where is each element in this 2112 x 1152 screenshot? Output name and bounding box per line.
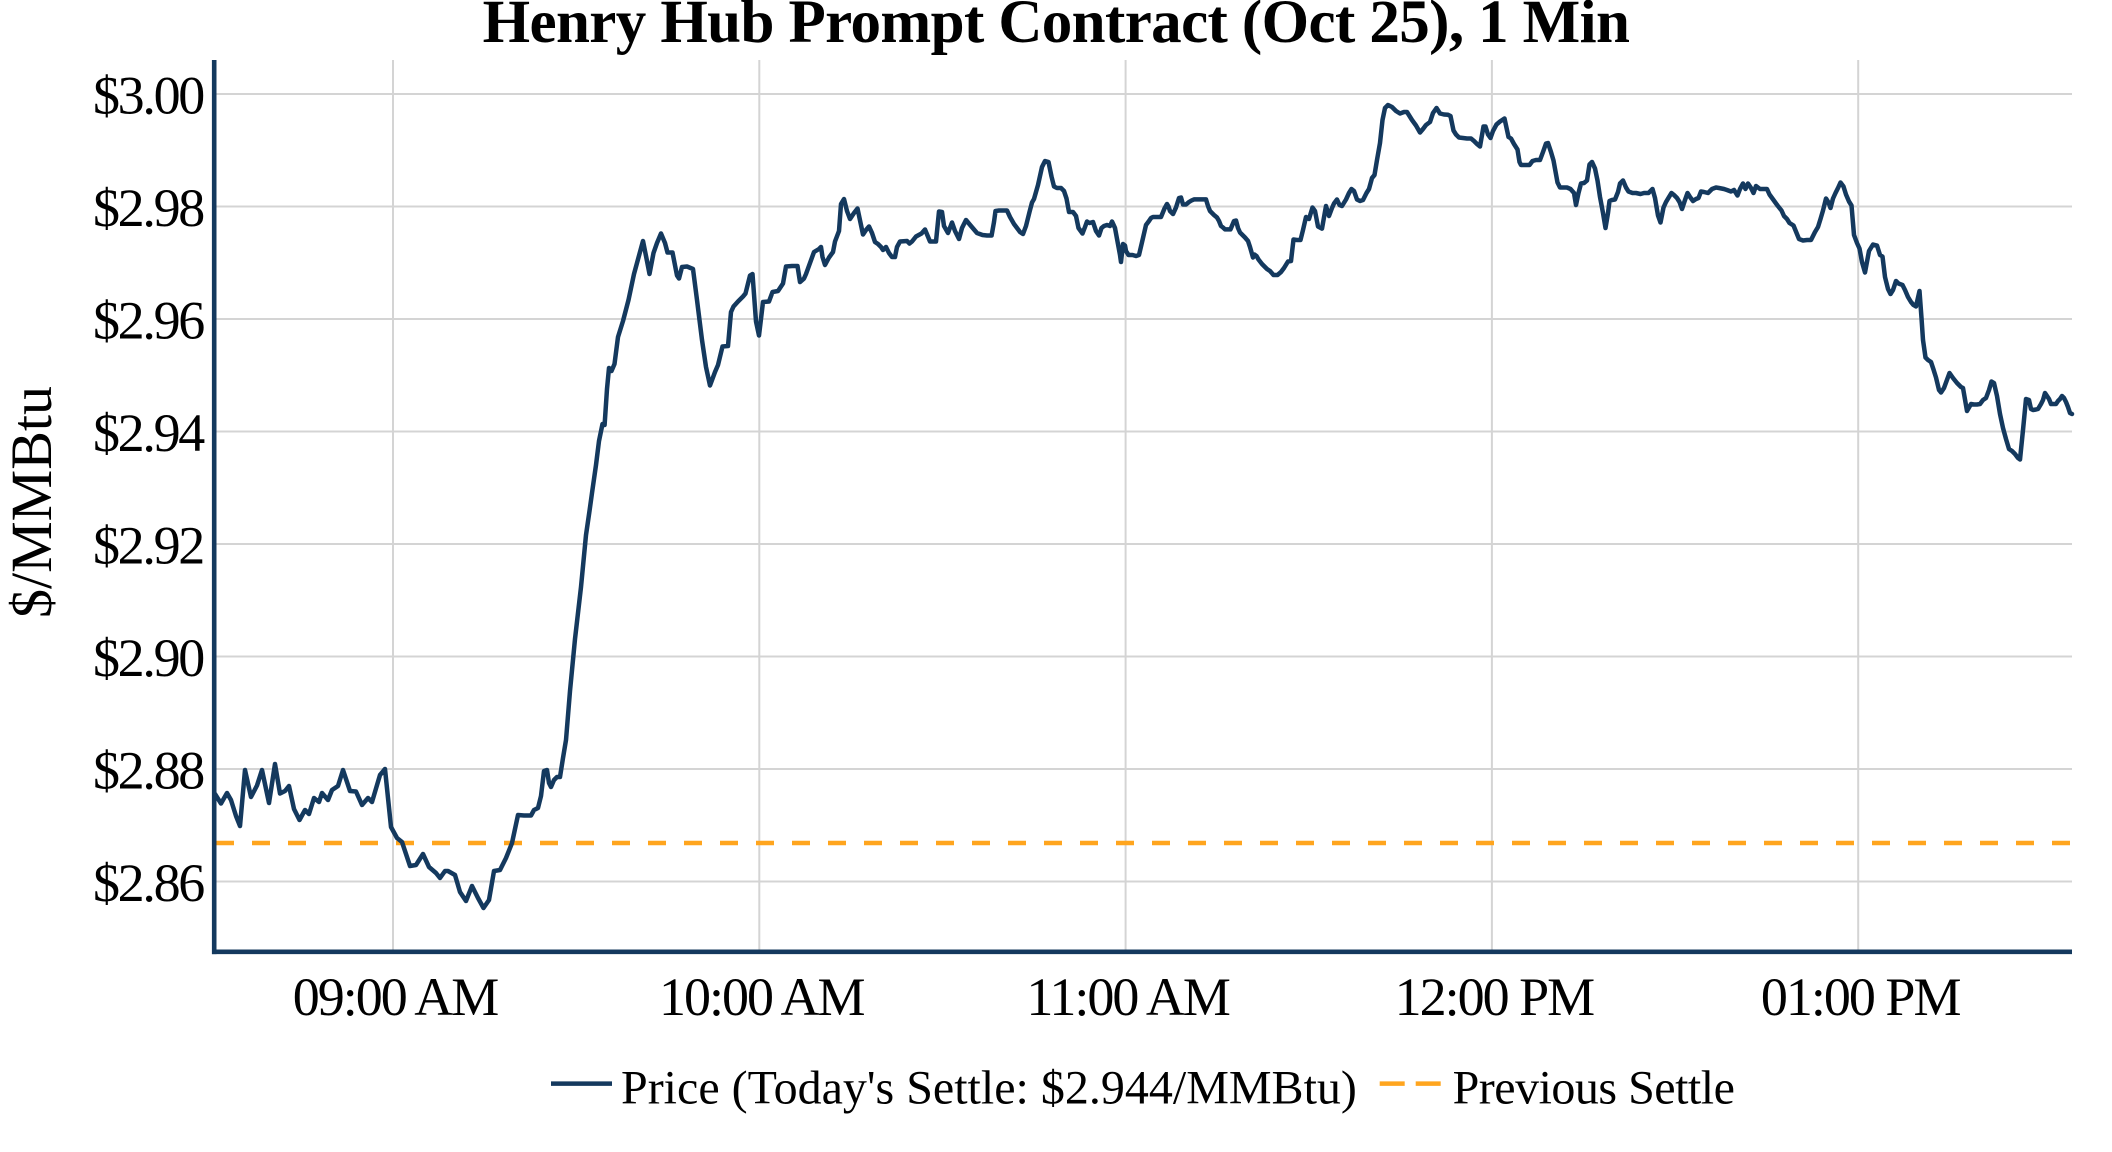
svg-text:12:00 PM: 12:00 PM [1395, 967, 1595, 1027]
svg-text:$2.86: $2.86 [93, 853, 204, 913]
svg-text:$2.96: $2.96 [93, 290, 204, 350]
svg-text:Previous Settle: Previous Settle [1453, 1062, 1735, 1115]
svg-text:$2.98: $2.98 [93, 178, 203, 238]
svg-text:$2.88: $2.88 [93, 740, 203, 800]
svg-text:$2.92: $2.92 [93, 515, 203, 575]
svg-text:$3.00: $3.00 [93, 65, 203, 125]
svg-text:$2.90: $2.90 [93, 628, 203, 688]
svg-text:01:00 PM: 01:00 PM [1761, 967, 1961, 1027]
svg-text:$/MMBtu: $/MMBtu [0, 386, 64, 618]
svg-text:Price (Today's Settle: $2.944/: Price (Today's Settle: $2.944/MMBtu) [621, 1062, 1357, 1115]
svg-text:11:00 AM: 11:00 AM [1026, 967, 1230, 1027]
svg-text:$2.94: $2.94 [93, 403, 205, 463]
svg-text:09:00 AM: 09:00 AM [293, 967, 499, 1027]
svg-text:10:00 AM: 10:00 AM [659, 967, 865, 1027]
svg-text:Henry Hub Prompt Contract (Oct: Henry Hub Prompt Contract (Oct 25), 1 Mi… [483, 0, 1630, 56]
